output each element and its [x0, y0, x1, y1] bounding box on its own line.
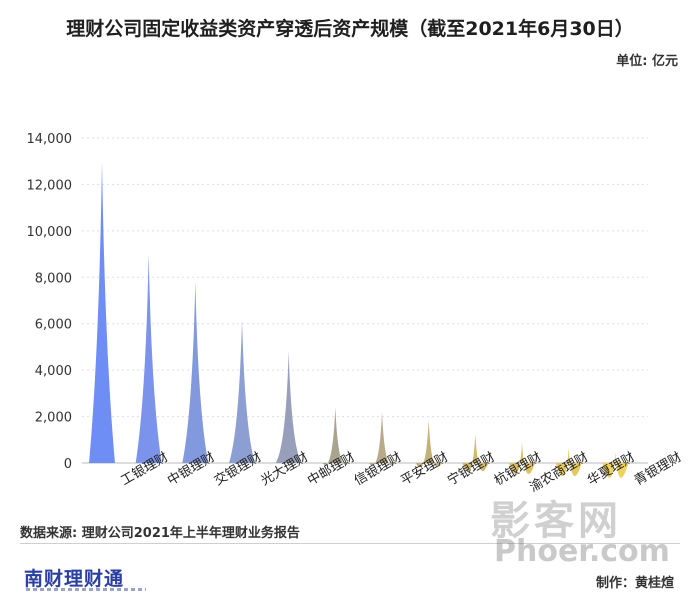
y-tick-label: 4,000 — [35, 364, 72, 379]
brand-logo: 南财理财通 — [24, 568, 125, 590]
footer-divider — [20, 543, 680, 544]
bar-华夏理财 — [555, 447, 582, 477]
y-tick-label: 2,000 — [35, 411, 72, 426]
x-tick-label: 平安理财 — [398, 450, 451, 489]
data-source: 数据来源: 理财公司2021年上半年理财业务报告 — [20, 526, 300, 541]
bar-渝农商理财 — [509, 442, 535, 474]
bar-工银理财 — [89, 161, 115, 463]
chart-title: 理财公司固定收益类资产穿透后资产规模（截至2021年6月30日） — [66, 18, 634, 40]
watermark-url: Phoer.com — [494, 534, 670, 569]
y-tick-label: 8,000 — [35, 271, 72, 286]
bar-信银理财 — [322, 407, 349, 465]
x-tick-label: 青银理财 — [632, 450, 685, 489]
y-tick-label: 12,000 — [27, 178, 73, 193]
y-axis: 14,000 12,000 10,000 8,000 6,000 4,000 2,000 0 — [27, 132, 73, 472]
x-tick-label: 华夏理财 — [585, 450, 638, 489]
watermark-text: 影客网 — [490, 498, 622, 544]
gridlines — [82, 137, 648, 464]
bar-中银理财 — [135, 254, 162, 463]
bars — [89, 161, 629, 478]
bar-宁银理财 — [415, 420, 442, 468]
bar-平安理财 — [369, 411, 395, 466]
bar-青银理财 — [602, 451, 629, 478]
y-tick-label: 0 — [64, 457, 72, 472]
author-credit: 制作：黄桂煊 — [595, 576, 674, 591]
bar-光大理财 — [229, 319, 255, 463]
y-tick-label: 6,000 — [35, 318, 72, 333]
unit-label: 单位: 亿元 — [616, 54, 678, 69]
bar-杭银理财 — [462, 433, 489, 472]
logo-underline — [26, 588, 146, 591]
bar-chart: 14,00012,00010,0008,0006,0004,0002,0000 … — [27, 132, 685, 495]
y-tick-label: 10,000 — [27, 225, 73, 240]
bar-中邮理财 — [275, 351, 302, 463]
y-tick-label: 14,000 — [27, 132, 73, 147]
x-tick-label: 宁银理财 — [445, 449, 498, 489]
bar-交银理财 — [182, 281, 209, 463]
